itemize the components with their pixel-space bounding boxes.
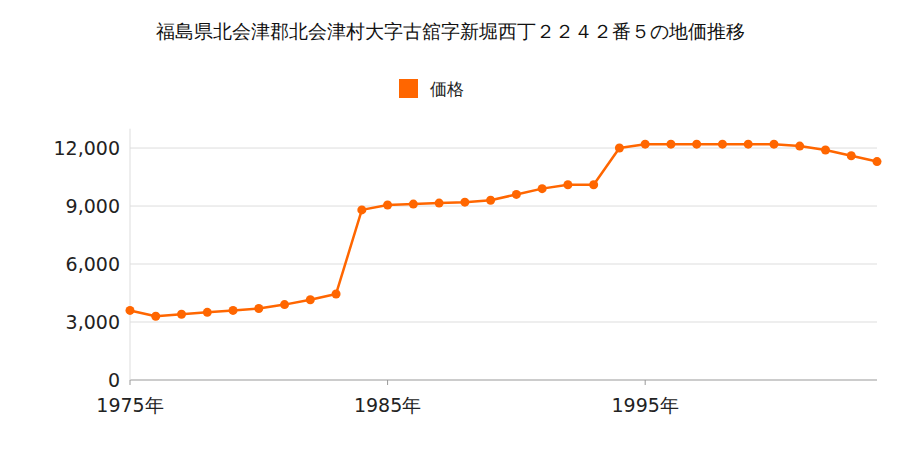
point bbox=[512, 190, 521, 199]
point bbox=[203, 308, 212, 317]
point bbox=[409, 200, 418, 209]
chart: 福島県北会津郡北会津村大字古舘字新堀西丁２２４２番５の地価推移価格 0 3,000 6… bbox=[0, 0, 900, 450]
series-line bbox=[130, 144, 877, 316]
x-tick bbox=[645, 380, 646, 385]
point bbox=[769, 140, 778, 149]
point bbox=[460, 198, 469, 207]
plot-area bbox=[126, 140, 882, 321]
legend-label: 価格 bbox=[430, 79, 464, 99]
background bbox=[0, 0, 900, 450]
point bbox=[357, 205, 366, 214]
point bbox=[589, 180, 598, 189]
y-tick-label: 0 bbox=[108, 369, 120, 391]
point bbox=[435, 199, 444, 208]
point bbox=[151, 312, 160, 321]
point bbox=[383, 201, 392, 210]
y-tick-label: 9,000 bbox=[66, 195, 120, 217]
y-tick-label: 3,000 bbox=[66, 311, 120, 333]
point bbox=[229, 306, 238, 315]
grid-line bbox=[130, 206, 877, 207]
x-tick-label: 1975年 bbox=[96, 394, 163, 416]
y-tick-label: 6,000 bbox=[66, 253, 120, 275]
x-tick-label: 1985年 bbox=[354, 394, 421, 416]
x-tick bbox=[130, 380, 131, 385]
grid-line bbox=[130, 380, 877, 381]
legend-swatch bbox=[399, 79, 418, 98]
point bbox=[538, 184, 547, 193]
point bbox=[486, 196, 495, 205]
y-axis-line bbox=[130, 129, 131, 380]
grid-line bbox=[130, 264, 877, 265]
point bbox=[744, 140, 753, 149]
point bbox=[126, 306, 135, 315]
point bbox=[692, 140, 701, 149]
point bbox=[821, 145, 830, 154]
point bbox=[873, 157, 882, 166]
x-tick-label: 1995年 bbox=[611, 394, 678, 416]
title: 福島県北会津郡北会津村大字古舘字新堀西丁２２４２番５の地価推移 bbox=[156, 20, 745, 42]
point bbox=[795, 142, 804, 151]
legend: 価格 bbox=[399, 79, 464, 99]
point bbox=[177, 310, 186, 319]
grid-line bbox=[130, 322, 877, 323]
point bbox=[563, 180, 572, 189]
point bbox=[641, 140, 650, 149]
point bbox=[718, 140, 727, 149]
point bbox=[666, 140, 675, 149]
y-tick-label: 12,000 bbox=[54, 137, 120, 159]
point bbox=[306, 295, 315, 304]
point bbox=[254, 304, 263, 313]
x-tick bbox=[387, 380, 388, 385]
point bbox=[280, 300, 289, 309]
point bbox=[332, 289, 341, 298]
point bbox=[847, 151, 856, 160]
point bbox=[615, 144, 624, 153]
grid-line bbox=[130, 148, 877, 149]
